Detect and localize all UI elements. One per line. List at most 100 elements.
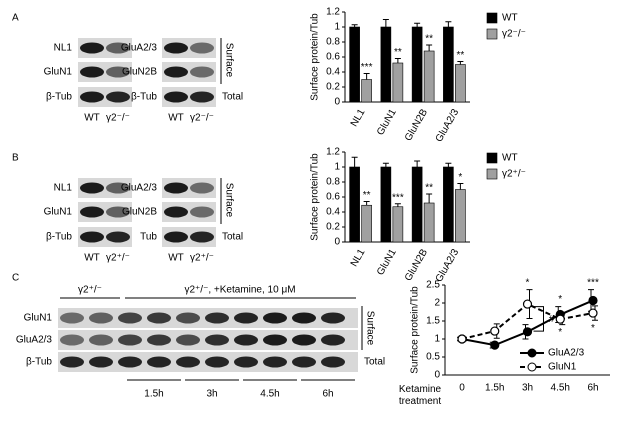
blot-band xyxy=(106,66,130,78)
error-bar xyxy=(457,61,464,65)
error-bar xyxy=(382,19,389,27)
blot-band xyxy=(118,334,142,346)
time-label: 3h xyxy=(206,389,217,400)
y-axis-title: Surface protein/Tub xyxy=(310,153,321,241)
blot-band xyxy=(118,356,142,368)
bar xyxy=(349,166,360,243)
blot-band xyxy=(176,312,200,324)
x-tick-label: 0 xyxy=(459,383,465,394)
error-bar xyxy=(426,44,433,51)
error-bar xyxy=(414,160,421,167)
blot-band xyxy=(106,182,130,194)
blot-band xyxy=(89,312,113,324)
legend-swatch xyxy=(486,12,498,24)
total-label: Total xyxy=(222,92,243,103)
y-tick-label: 0.2 xyxy=(326,222,340,233)
blot-band xyxy=(60,356,84,368)
blot-band xyxy=(80,91,104,103)
x-tick-label: 4.5h xyxy=(551,383,570,394)
y-tick-label: 0 xyxy=(434,370,440,381)
x-tick-label: 1.5h xyxy=(485,383,504,394)
y-tick-label: 2.5 xyxy=(426,280,440,291)
blot-band xyxy=(106,231,130,243)
blot-band xyxy=(60,312,84,324)
surface-label: Surface xyxy=(223,43,234,78)
lane-label: WT xyxy=(168,113,184,124)
legend-label: WT xyxy=(502,153,518,164)
blot-row-label: GluN1 xyxy=(44,207,73,218)
point xyxy=(588,308,598,318)
blot-row-label: GluN1 xyxy=(24,313,53,324)
point xyxy=(457,334,467,344)
blot-band xyxy=(190,206,214,218)
point xyxy=(555,314,565,324)
blot-band xyxy=(164,231,188,243)
y-tick-label: 1.2 xyxy=(326,7,340,18)
lane-label: γ2⁻/⁻ xyxy=(106,113,130,124)
blot-band xyxy=(190,42,214,54)
lane-label: WT xyxy=(84,113,100,124)
blot-band xyxy=(176,334,200,346)
blot-band xyxy=(60,334,84,346)
significance: * xyxy=(558,294,562,305)
blot-band xyxy=(106,206,130,218)
error-bar xyxy=(363,73,370,80)
significance: ** xyxy=(456,50,464,61)
bar xyxy=(361,204,372,243)
lane-label: γ2⁻/⁻ xyxy=(190,113,214,124)
x-tick-label: GluN2B xyxy=(403,107,430,143)
y-tick-label: 0 xyxy=(334,97,340,108)
blot-band xyxy=(292,356,316,368)
y-tick-label: 1 xyxy=(334,22,340,33)
blot-row-label: NL1 xyxy=(54,43,73,54)
y-tick-label: 0 xyxy=(334,237,340,248)
error-bar xyxy=(394,203,401,207)
y-axis-title: Surface protein/Tub xyxy=(410,286,421,374)
total-label: Total xyxy=(364,357,385,368)
lane-label: γ2⁺/⁻ xyxy=(190,253,214,264)
y-tick-label: 0.5 xyxy=(426,352,440,363)
blot-band xyxy=(164,42,188,54)
error-bar xyxy=(445,162,452,167)
x-axis-title: Ketamine treatment xyxy=(398,384,442,407)
panel-letter: A xyxy=(12,13,19,24)
x-tick-label: GluN2B xyxy=(403,247,430,283)
blot-band xyxy=(234,312,258,324)
significance: * xyxy=(591,323,595,334)
x-tick-label: GluA2/3 xyxy=(434,107,462,144)
significance: ** xyxy=(425,183,433,194)
blot-band xyxy=(190,91,214,103)
blot-row-label: GluA2/3 xyxy=(16,335,53,346)
y-tick-label: 0.8 xyxy=(326,177,340,188)
bar xyxy=(392,206,404,243)
significance: ** xyxy=(394,47,402,58)
y-tick-label: 1 xyxy=(434,334,440,345)
point xyxy=(490,340,500,350)
y-axis-title: Surface protein/Tub xyxy=(310,13,321,101)
bar xyxy=(380,26,392,103)
error-bar xyxy=(426,193,433,203)
blot-band xyxy=(164,206,188,218)
group-label: γ2⁺/⁻, +Ketamine, 10 μM xyxy=(184,285,295,296)
significance: * xyxy=(558,327,562,338)
blot-band xyxy=(118,312,142,324)
blot-band xyxy=(321,334,345,346)
blot-row-label: GluN2B xyxy=(122,67,157,78)
y-tick-label: 1.5 xyxy=(426,316,440,327)
bar xyxy=(443,166,454,243)
blot-band xyxy=(205,334,229,346)
blot-band xyxy=(80,231,104,243)
blot-row-label: β-Tub xyxy=(131,92,157,103)
x-tick-label: 3h xyxy=(522,383,533,394)
error-bar xyxy=(394,58,401,63)
bar xyxy=(392,62,404,103)
blot-band xyxy=(106,42,130,54)
bracket xyxy=(533,306,544,332)
point xyxy=(522,327,533,337)
x-tick-label: GluA2/3 xyxy=(434,247,462,284)
total-label: Total xyxy=(222,232,243,243)
error-bar xyxy=(351,156,358,167)
blot-band xyxy=(80,206,104,218)
blot-band xyxy=(205,356,229,368)
